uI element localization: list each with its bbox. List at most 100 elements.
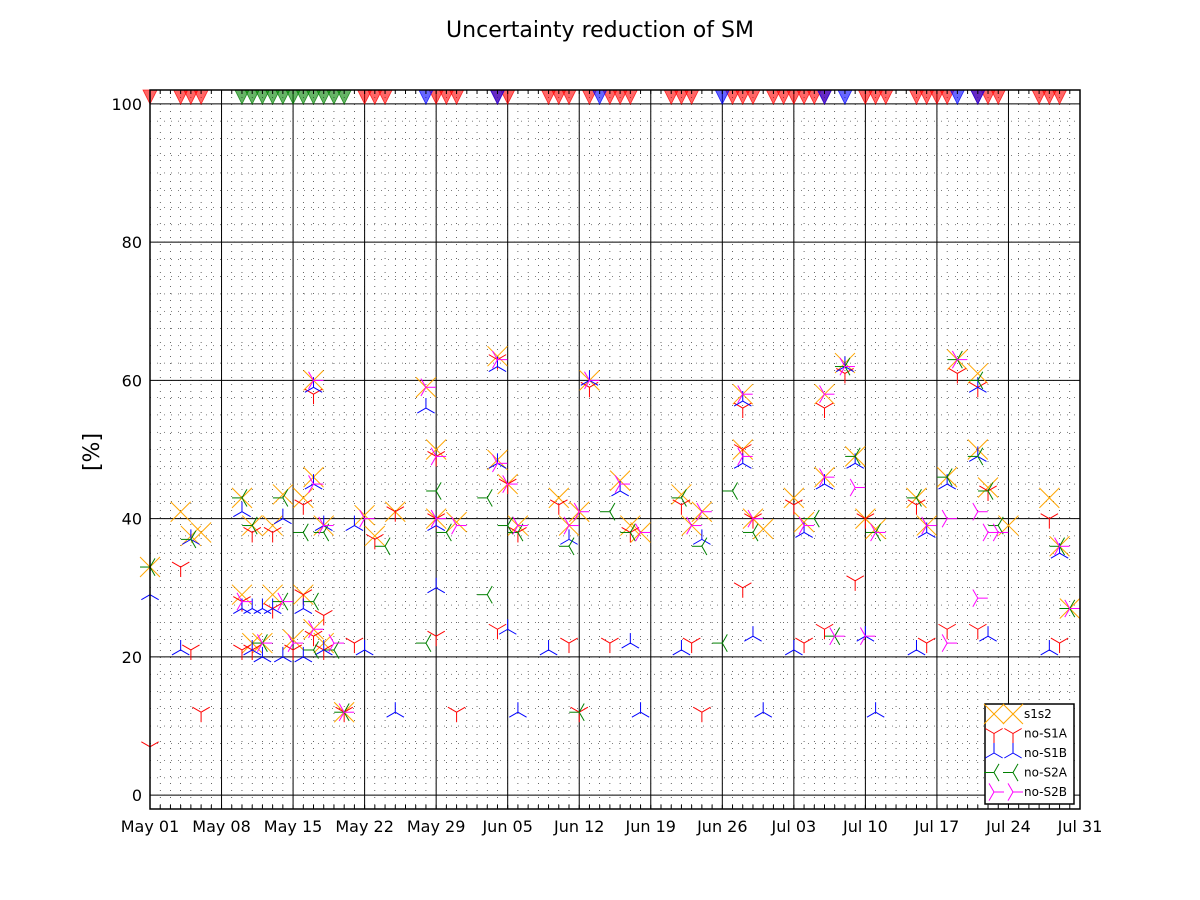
data-point <box>979 485 997 501</box>
data-point <box>273 508 292 525</box>
data-point <box>509 527 527 543</box>
data-point <box>947 350 963 369</box>
series-s1s2 <box>139 345 1081 723</box>
data-point <box>795 637 813 654</box>
data-point <box>477 488 493 507</box>
major-grid <box>149 90 1081 809</box>
x-tick-label: May 29 <box>407 817 466 836</box>
data-point <box>308 475 324 493</box>
data-point <box>1054 537 1070 556</box>
data-point <box>829 627 845 646</box>
data-point <box>430 447 447 466</box>
series-no-S1A <box>141 354 1069 757</box>
data-point <box>293 523 309 542</box>
data-point <box>917 637 936 654</box>
data-point <box>272 488 289 507</box>
data-point <box>1049 537 1065 556</box>
data-point <box>243 639 262 656</box>
data-point <box>692 529 711 545</box>
x-tick-label: Jun 12 <box>553 817 604 836</box>
x-tick-label: Jul 03 <box>770 817 816 836</box>
data-point <box>318 516 334 535</box>
data-point <box>420 378 436 397</box>
data-point <box>304 388 323 405</box>
data-point <box>263 603 282 619</box>
data-point <box>487 345 508 367</box>
data-point <box>181 644 200 660</box>
data-point <box>284 644 302 660</box>
data-point <box>795 522 813 538</box>
legend-marker <box>985 728 1003 744</box>
data-point <box>967 447 984 466</box>
data-point <box>972 502 988 521</box>
y-tick-label: 0 <box>132 786 142 805</box>
data-point <box>839 357 855 376</box>
data-point <box>243 598 262 614</box>
data-point <box>620 523 636 542</box>
data-point <box>978 482 994 500</box>
data-point <box>243 644 262 660</box>
data-point <box>815 623 834 640</box>
plot-area-frame <box>149 89 1081 810</box>
data-point <box>733 402 752 419</box>
minor-ticks <box>149 90 1081 809</box>
data-point <box>446 511 467 533</box>
data-point <box>256 634 273 652</box>
data-point <box>951 350 968 369</box>
data-point <box>427 577 446 594</box>
data-point <box>355 639 374 656</box>
y-tick-label: 100 <box>111 95 142 114</box>
data-point <box>870 523 886 542</box>
legend: s1s2 no-S1A no-S1B no-S2A no-S2B <box>983 703 1075 805</box>
data-point <box>492 454 508 473</box>
data-point <box>979 626 997 642</box>
data-point <box>512 516 528 535</box>
data-point <box>294 598 313 614</box>
data-point <box>180 530 197 549</box>
data-point <box>733 391 752 407</box>
data-point <box>365 533 384 550</box>
data-point <box>548 487 570 509</box>
data-point <box>427 515 446 531</box>
data-point <box>580 370 599 386</box>
data-point <box>815 474 834 490</box>
data-point <box>635 523 651 542</box>
data-point <box>233 598 251 614</box>
x-tick-label: May 01 <box>121 817 180 836</box>
data-point <box>742 523 759 542</box>
data-point <box>948 368 967 384</box>
data-point <box>426 482 442 500</box>
data-point <box>992 523 1009 542</box>
data-point <box>294 646 313 663</box>
data-point <box>314 515 333 531</box>
data-point <box>560 529 578 545</box>
data-point <box>323 641 340 659</box>
data-point <box>539 639 558 656</box>
data-point <box>492 350 508 369</box>
data-point <box>733 582 752 598</box>
x-tick-labels: May 01 May 08 May 15 May 22 May 29 Jun 05 Jun … <box>121 817 1103 836</box>
data-point <box>804 509 820 528</box>
data-point <box>696 502 712 521</box>
series-no-S1B <box>141 356 1069 718</box>
data-point <box>303 641 319 659</box>
data-point <box>600 637 619 654</box>
legend-marker <box>983 703 1005 725</box>
data-point <box>692 706 711 723</box>
data-point <box>334 703 350 722</box>
x-tick-label: Jun 26 <box>696 817 747 836</box>
legend-marker <box>985 743 1003 759</box>
data-point <box>1038 487 1060 509</box>
data-point <box>364 525 386 547</box>
legend-label: no-S1B <box>1024 746 1067 760</box>
data-point <box>252 634 268 652</box>
data-point <box>671 488 687 507</box>
data-point <box>488 623 507 640</box>
data-point <box>819 468 835 487</box>
data-point <box>682 637 701 654</box>
data-point <box>272 592 289 611</box>
data-point <box>171 639 190 656</box>
data-point <box>354 504 375 526</box>
data-point <box>938 474 957 490</box>
data-point <box>335 706 354 723</box>
